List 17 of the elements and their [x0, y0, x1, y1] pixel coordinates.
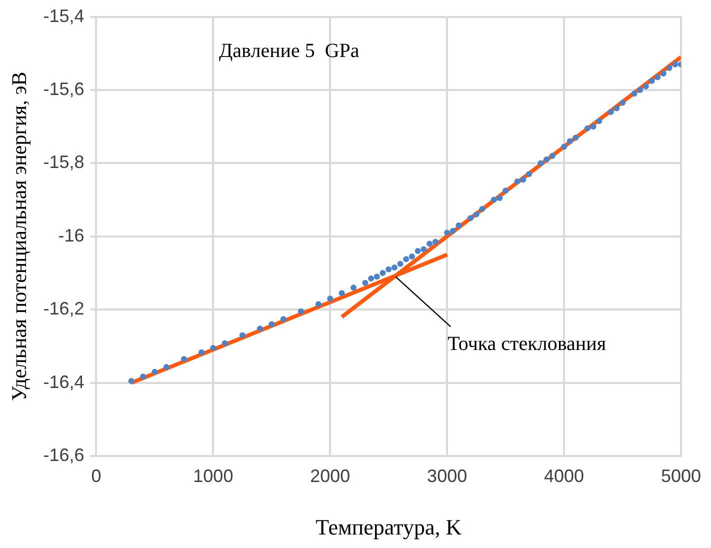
y-tick-label: -16,2 [43, 298, 84, 319]
x-tick-label: 3000 [427, 466, 468, 486]
y-tick-label: -15,6 [43, 78, 84, 99]
x-tick-label: 2000 [310, 466, 350, 486]
y-axis-title: Удельная потенциальная энергия, эВ [7, 72, 32, 402]
y-tick-label: -15,8 [43, 152, 84, 172]
x-tick-label: 5000 [660, 466, 701, 486]
x-tick-label: 1000 [193, 466, 234, 486]
x-axis-title: Температура, K [316, 514, 462, 540]
x-tick-label: 4000 [544, 466, 584, 486]
y-tick-label: -16 [58, 225, 84, 246]
y-tick-label: -16,6 [43, 444, 84, 465]
y-tick-label: -15,4 [43, 6, 84, 26]
annotation: Точка стеклования [448, 332, 606, 355]
x-tick-label: 0 [91, 466, 102, 486]
annotation: Давление 5 GPa [219, 40, 360, 62]
y-tick-label: -16,4 [43, 372, 84, 392]
